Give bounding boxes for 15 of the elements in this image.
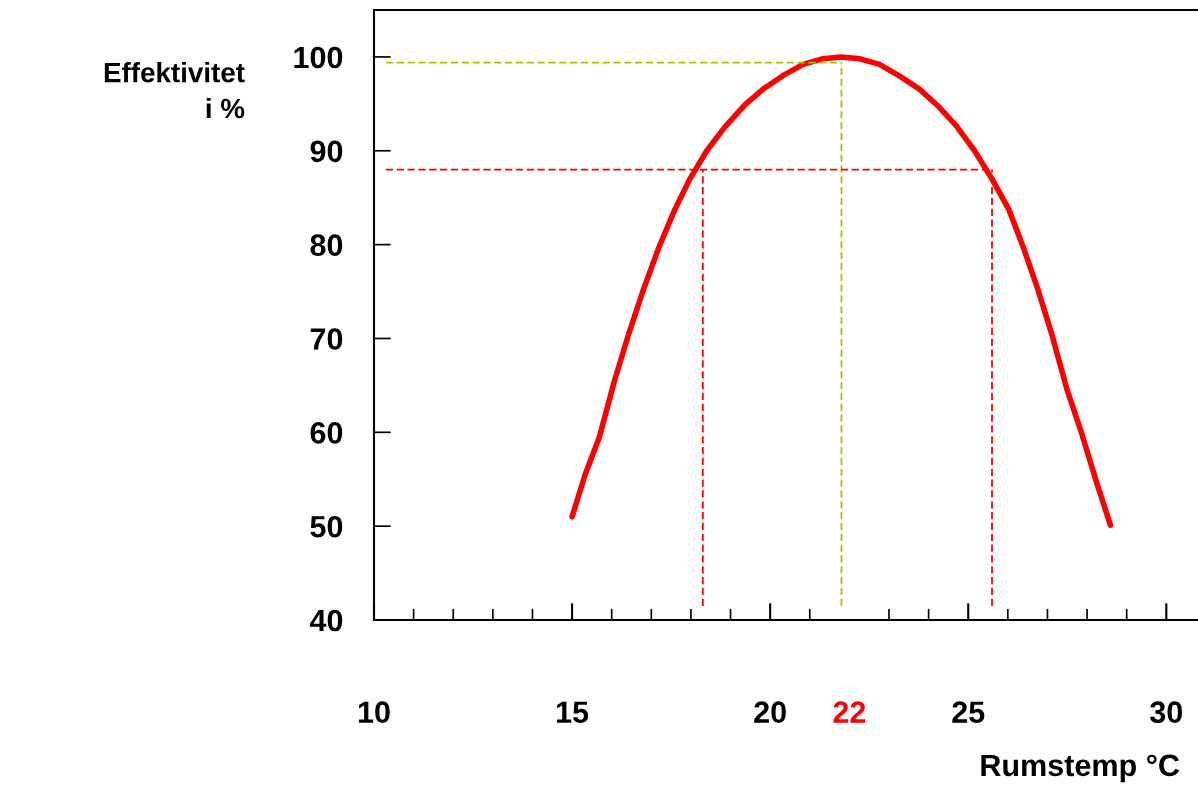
y-axis-title: Effektivitet i % [104, 62, 245, 119]
x-tick-label: 22 [833, 701, 866, 723]
x-tick-label: 10 [358, 701, 390, 723]
x-tick-label: 20 [754, 701, 786, 723]
y-tick-label: 60 [310, 422, 343, 444]
x-tick-label: 30 [1150, 701, 1183, 724]
y-tick-label: 100 [294, 46, 343, 69]
x-tick-label: 25 [952, 701, 985, 723]
y-tick-label: 50 [310, 515, 343, 538]
y-tick-label: 80 [310, 234, 343, 256]
y-tick-label: 90 [310, 140, 343, 163]
y-tick-label: 70 [310, 328, 343, 350]
x-axis-title: Rumstemp °C [981, 754, 1180, 783]
y-tick-label: 40 [309, 609, 343, 632]
x-tick-label: 15 [557, 701, 589, 723]
